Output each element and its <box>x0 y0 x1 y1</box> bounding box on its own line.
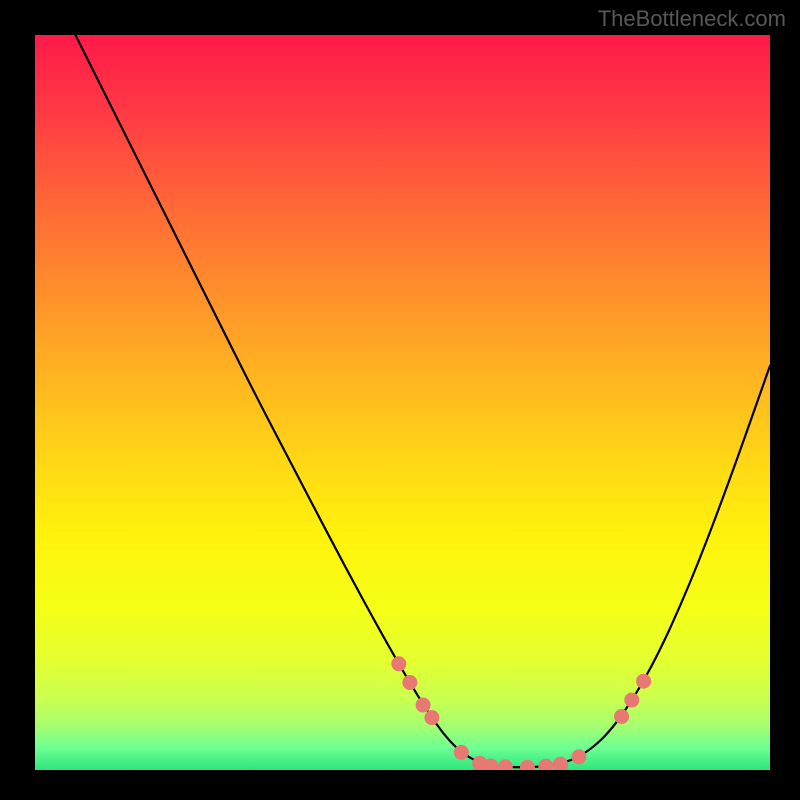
data-marker <box>416 698 431 713</box>
data-marker <box>454 745 469 760</box>
marker-group <box>391 656 651 770</box>
chart-container: TheBottleneck.com <box>0 0 800 800</box>
data-marker <box>498 759 513 770</box>
data-marker <box>614 709 629 724</box>
data-marker <box>624 693 639 708</box>
data-marker <box>402 675 417 690</box>
curve-layer <box>35 35 770 770</box>
bottleneck-curve <box>75 35 770 767</box>
plot-area <box>35 35 770 770</box>
data-marker <box>391 656 406 671</box>
data-marker <box>424 710 439 725</box>
watermark-text: TheBottleneck.com <box>598 6 786 32</box>
data-marker <box>571 749 586 764</box>
data-marker <box>553 757 568 770</box>
data-marker <box>520 760 535 770</box>
data-marker <box>636 674 651 689</box>
data-marker <box>538 759 553 770</box>
